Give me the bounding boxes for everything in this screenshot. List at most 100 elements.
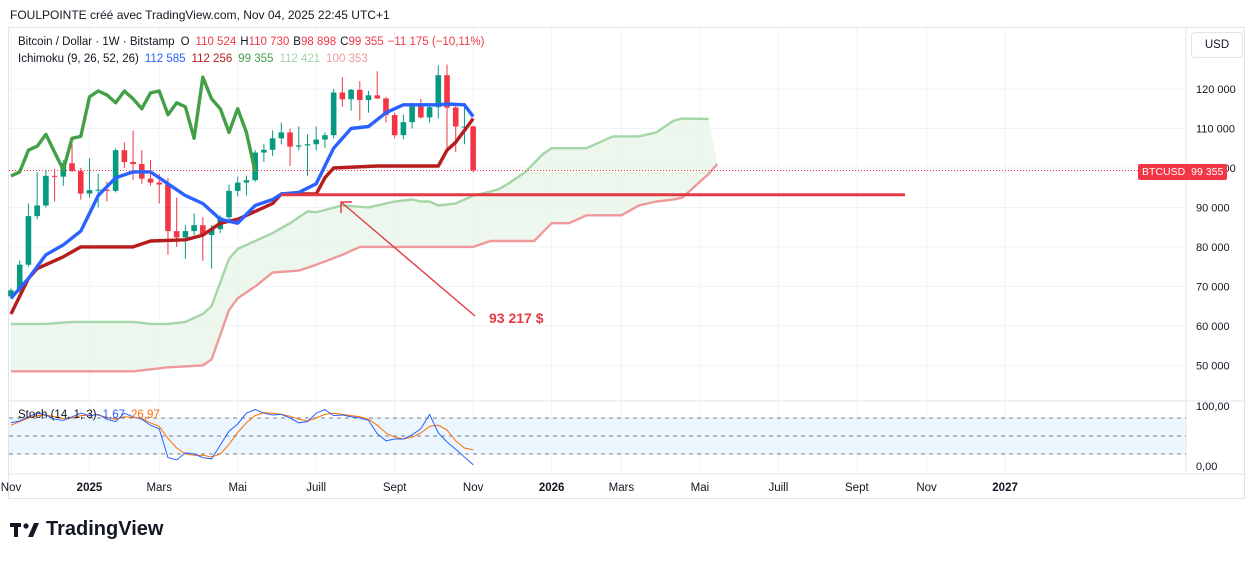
candle-body [339, 92, 346, 100]
senkou-span-a-line [11, 117, 709, 326]
candle-body [426, 107, 433, 118]
open-label: O [180, 36, 190, 48]
candle-body [322, 135, 328, 140]
candle-body [77, 171, 84, 194]
candle-body [461, 126, 468, 128]
candle-body [409, 105, 415, 123]
time-axis-label: 2027 [992, 482, 1018, 494]
currency-button[interactable]: USD [1191, 32, 1243, 58]
time-axis-label: Sept [383, 482, 407, 494]
ichimoku-chikou-value: 99 355 [238, 53, 274, 65]
last-price-tag: BTCUSD 99 355 [1138, 164, 1228, 180]
time-axis-label: Mars [146, 482, 172, 494]
time-axis-label: 2025 [77, 482, 103, 494]
time-axis-label: Juill [768, 482, 788, 494]
price-tag-value: 99 355 [1191, 166, 1224, 178]
candle-body [304, 144, 311, 146]
stoch-band-fill [9, 418, 1186, 454]
candle-body [400, 122, 407, 136]
candle-body [147, 178, 154, 183]
price-axis-label: 70 000 [1196, 281, 1230, 293]
candle-body [86, 190, 93, 194]
candle-body [16, 264, 23, 291]
candle-body [243, 180, 250, 183]
time-axis-label: Nov [916, 482, 937, 494]
candle-body [34, 205, 40, 217]
senkou-span-b-line [11, 163, 719, 373]
time-axis-label: Nov [463, 482, 484, 494]
symbol-title: Bitcoin / Dollar · 1W · Bitstamp [18, 36, 175, 48]
ichimoku-spanb-value: 100 353 [326, 53, 368, 65]
candle-body [383, 98, 389, 116]
candle-body [470, 126, 476, 171]
time-axis-label: 2026 [539, 482, 565, 494]
candle-body [365, 95, 372, 101]
candle-body [165, 184, 171, 232]
high-value: 110 730 [248, 36, 290, 48]
open-value: 110 524 [195, 36, 237, 48]
candle-body [95, 189, 101, 191]
low-value: 98 898 [300, 36, 337, 48]
candle-body [156, 182, 163, 185]
price-axis-label: 90 000 [1196, 202, 1230, 214]
annotation-label: 93 217 $ [489, 310, 544, 326]
candle-body [182, 231, 189, 238]
chikou-span-line [10, 75, 257, 178]
stoch-title: Stoch (14, 1, 3) [18, 409, 97, 421]
high-label: H [240, 36, 249, 48]
close-value: 99 355 [348, 36, 384, 48]
price-tag-symbol: BTCUSD [1142, 166, 1186, 178]
candle-body [104, 189, 110, 191]
candle-body [200, 225, 206, 236]
chart-frame [8, 27, 1245, 499]
candle-body [269, 138, 276, 150]
price-axis-label: 80 000 [1196, 242, 1230, 254]
candle-body [43, 175, 49, 206]
logo-text: TradingView [46, 518, 164, 540]
candle-body [191, 225, 197, 232]
ichimoku-tenkan-value: 112 585 [144, 53, 186, 65]
candle-body [287, 132, 293, 147]
stoch-k-line [10, 409, 474, 466]
stoch-k-value: 1,67 [102, 409, 126, 421]
tradingview-logo-icon [10, 522, 39, 537]
candle-body [226, 190, 232, 218]
candle-body [25, 216, 32, 265]
symbol-legend: Bitcoin / Dollar · 1W · Bitstamp O 110 524… [18, 36, 490, 48]
annotation-arrowhead [340, 201, 352, 213]
candle-body [348, 89, 354, 100]
tenkan-sen-line [9, 102, 475, 300]
candle-body [374, 95, 381, 99]
candle-body [444, 75, 450, 108]
candle-body [51, 175, 58, 177]
time-axis-label: Sept [845, 482, 869, 494]
change-value: −11 175 (−10,11%) [387, 36, 485, 48]
candle-body [208, 229, 215, 236]
time-axis-label: Mars [609, 482, 635, 494]
candle-body [8, 290, 14, 297]
tradingview-logo[interactable]: TradingView [10, 518, 163, 541]
candle-body [121, 150, 128, 163]
chart-header: FOULPOINTE créé avec TradingView.com, No… [10, 8, 390, 22]
candle-body [130, 162, 136, 165]
candle-body [452, 107, 459, 127]
candle-body [173, 231, 180, 238]
price-axis-label: 50 000 [1196, 360, 1230, 372]
stoch-d-value: 26,97 [131, 409, 160, 421]
candle-body [261, 149, 267, 153]
stoch-axis-label: 100,00 [1196, 401, 1230, 413]
stoch-legend: Stoch (14, 1, 3) 1,67 26,97 [18, 409, 166, 421]
candle-body [357, 89, 363, 101]
time-axis-label: Juill [306, 482, 326, 494]
candle-body [418, 105, 424, 118]
candle-body [234, 182, 241, 191]
time-axis-label: Mai [228, 482, 247, 494]
kumo-cloud [11, 118, 718, 372]
low-label: B [293, 36, 301, 48]
candle-body [391, 115, 398, 136]
candle-body [313, 139, 319, 145]
annotation-arrow [340, 201, 476, 317]
candle-body [69, 163, 75, 172]
candle-body [278, 132, 285, 139]
